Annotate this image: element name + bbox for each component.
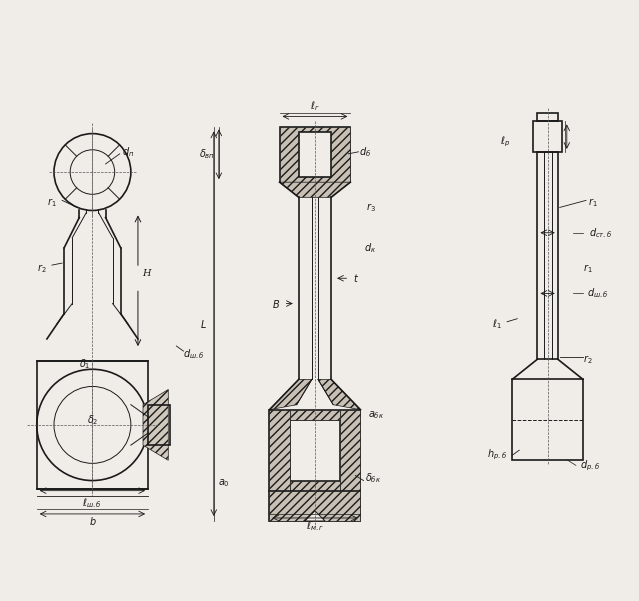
Text: $\delta_2$: $\delta_2$ (87, 413, 98, 427)
Text: $r_3$: $r_3$ (366, 201, 376, 214)
Text: $d_б$: $d_б$ (360, 145, 372, 159)
Bar (279, 127, 350, 182)
Polygon shape (279, 182, 350, 197)
Text: $\ell_р$: $\ell_р$ (500, 135, 510, 149)
Text: $r_1$: $r_1$ (583, 261, 593, 275)
Text: $r_2$: $r_2$ (37, 261, 47, 275)
Bar (534, 121, 562, 152)
Bar (512, 379, 583, 460)
Bar (289, 481, 340, 490)
Bar (289, 420, 340, 481)
Text: $d_{ст.б}$: $d_{ст.б}$ (589, 226, 612, 240)
Bar (537, 114, 558, 121)
Bar (37, 361, 148, 489)
Text: $a_0$: $a_0$ (218, 478, 230, 489)
Text: $d_{ш.б}$: $d_{ш.б}$ (587, 287, 609, 300)
Polygon shape (305, 511, 325, 521)
Bar (537, 152, 558, 359)
Polygon shape (270, 379, 312, 410)
Text: $d_{р.б}$: $d_{р.б}$ (580, 458, 600, 472)
Text: $r_1$: $r_1$ (47, 196, 57, 209)
Text: $r_1$: $r_1$ (589, 196, 598, 209)
Text: $a_{бк}$: $a_{бк}$ (367, 409, 384, 421)
Text: $\mathit{b}$: $\mathit{b}$ (89, 515, 96, 527)
Bar (148, 404, 171, 445)
Text: H: H (142, 269, 150, 278)
Text: $d_п$: $d_п$ (121, 145, 134, 159)
Bar (270, 490, 360, 521)
Text: $\ell_1$: $\ell_1$ (492, 317, 502, 331)
Text: $\delta_{вп}$: $\delta_{вп}$ (199, 147, 215, 160)
Text: $\delta_{бк}$: $\delta_{бк}$ (364, 472, 381, 486)
Bar (279, 127, 350, 182)
Bar (270, 410, 289, 490)
Bar (340, 410, 360, 490)
Text: $\ell_г$: $\ell_г$ (310, 99, 320, 113)
Text: $d_к$: $d_к$ (364, 241, 376, 255)
Bar (299, 132, 331, 177)
Polygon shape (318, 379, 360, 410)
Bar (270, 490, 360, 521)
Text: $d_{ш.б}$: $d_{ш.б}$ (183, 347, 204, 361)
Text: $L$: $L$ (200, 318, 207, 330)
Bar (289, 410, 340, 420)
Text: $r_2$: $r_2$ (583, 353, 593, 365)
Text: $t$: $t$ (353, 272, 360, 284)
Bar (270, 410, 360, 490)
Text: $\ell_{м.г}$: $\ell_{м.г}$ (305, 519, 324, 533)
Text: $\delta_1$: $\delta_1$ (79, 358, 90, 371)
Text: $\ell_{ш.б}$: $\ell_{ш.б}$ (82, 496, 102, 510)
Text: $B$: $B$ (272, 297, 281, 310)
Polygon shape (143, 389, 168, 460)
Text: $h_{р.б}$: $h_{р.б}$ (487, 448, 507, 462)
